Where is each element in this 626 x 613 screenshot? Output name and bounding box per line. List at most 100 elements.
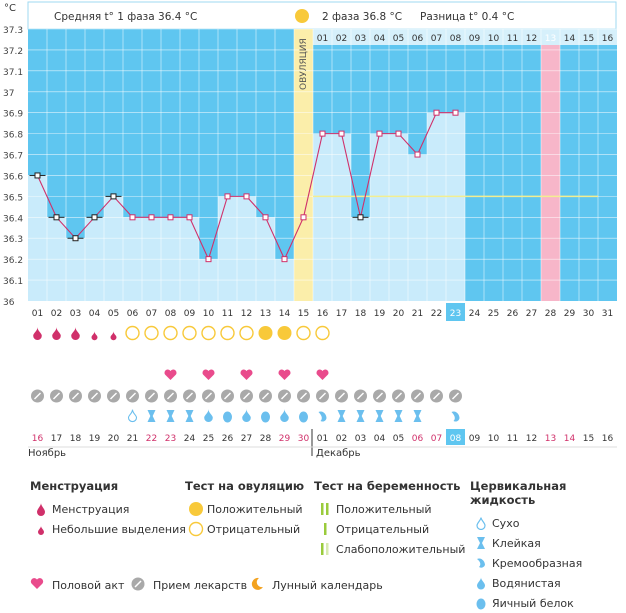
cycle-day-label: 12 [241, 309, 252, 319]
phase2-day-label: 10 [488, 34, 500, 44]
y-tick-label: 36.8 [3, 131, 23, 141]
cycle-day-label: 24 [469, 309, 481, 319]
cycle-day-label: 29 [564, 309, 576, 319]
cycle-day-label: 09 [184, 309, 196, 319]
cycle-day-label: 23 [450, 309, 461, 319]
temperature-point [433, 109, 440, 116]
temperature-point [224, 193, 231, 200]
calendar-date-label: 12 [526, 434, 537, 444]
pill-icon-stripe [395, 392, 402, 400]
cycle-day-label: 26 [507, 309, 519, 319]
calendar-date-label: 09 [469, 434, 481, 444]
cycle-day-label: 13 [260, 309, 271, 319]
watery-drop-icon [280, 409, 289, 423]
creamy-icon [470, 556, 492, 570]
dry-drop-icon [470, 516, 492, 530]
pill-icon-stripe [148, 392, 155, 400]
egg-white-icon [261, 411, 270, 423]
cycle-day-label: 04 [89, 309, 101, 319]
cycle-day-label: 14 [279, 309, 291, 319]
month-label-december: Декабрь [316, 448, 361, 459]
calendar-date-label: 26 [222, 434, 234, 444]
calendar-date-label: 17 [51, 434, 62, 444]
positive-sun-icon [258, 326, 273, 340]
cycle-day-label: 01 [32, 309, 43, 319]
calendar-date-label: 18 [70, 434, 82, 444]
watery-drop-icon [204, 409, 213, 423]
calendar-date-label: 01 [317, 434, 328, 444]
cycle-day-label: 21 [412, 309, 423, 319]
pill-icon-stripe [452, 392, 459, 400]
legend-item-pregnancy-positive: Положительный [336, 502, 432, 516]
sticky-icon [470, 536, 492, 550]
phase2-day-label: 09 [469, 34, 481, 44]
y-tick-label: 36.9 [3, 110, 23, 120]
temperature-point [414, 151, 421, 158]
bbt-chart: °C Средняя t° 1 фаза 36.4 °С 2 фаза 36.8… [3, 1, 617, 459]
y-tick-label: 36.2 [3, 256, 23, 266]
pill-icon-stripe [205, 392, 212, 400]
ovulation-sun-icon [295, 9, 309, 23]
negative-sun-icon [315, 325, 330, 341]
ovulation-label: ОВУЛЯЦИЯ [299, 38, 309, 90]
temperature-bar [237, 196, 256, 301]
calendar-date-label: 29 [279, 434, 291, 444]
y-tick-label: 37.3 [3, 26, 23, 36]
pill-icon-stripe [433, 392, 440, 400]
calendar-date-label: 24 [184, 434, 196, 444]
temperature-point [205, 256, 212, 263]
watery-drop-icon [242, 409, 251, 423]
calendar-date-label: 02 [336, 434, 347, 444]
sticky-icon [147, 410, 156, 422]
cycle-day-label: 20 [393, 309, 405, 319]
negative-sun-icon [220, 325, 235, 341]
temperature-point [110, 193, 117, 200]
legend-item-pregnancy-negative: Отрицательный [336, 522, 430, 536]
temperature-point [338, 130, 345, 137]
pill-icon [131, 577, 145, 594]
temperature-point [376, 130, 383, 137]
calendar-date-label: 21 [127, 434, 138, 444]
negative-sun-icon [144, 325, 159, 341]
negative-sun-icon [185, 521, 207, 537]
cycle-day-label: 05 [108, 309, 119, 319]
sticky-icon [394, 410, 403, 422]
legend-item-watery: Водянистая [492, 576, 561, 590]
negative-sun-icon [182, 325, 197, 341]
pill-icon-stripe [281, 392, 288, 400]
legend-title-menstruation: Менструация [30, 479, 119, 493]
pill-icon-stripe [319, 392, 326, 400]
heart-icon [316, 369, 329, 380]
calendar-date-label: 03 [355, 434, 366, 444]
legend-item-lunar: Лунный календарь [272, 579, 383, 592]
y-tick-label: 36.3 [3, 235, 23, 245]
legend-item-dry: Сухо [492, 516, 520, 530]
watery-drop-icon [470, 576, 492, 590]
spotting-drop-icon [110, 331, 117, 341]
temperature-point [148, 214, 155, 221]
temperature-point [53, 214, 60, 221]
temperature-point [281, 256, 288, 263]
pill-icon-stripe [167, 392, 174, 400]
temperature-point [186, 214, 193, 221]
cycle-day-label: 25 [488, 309, 499, 319]
negative-sun-icon [125, 325, 140, 341]
phase2-average: 2 фаза 36.8 °С [322, 11, 402, 23]
egg-white-icon [299, 411, 308, 423]
temperature-difference: Разница t° 0.4 °С [420, 11, 514, 23]
spotting-drop-icon [91, 331, 98, 341]
cycle-day-label: 15 [298, 309, 309, 319]
heart-icon [30, 577, 44, 593]
creamy-icon [451, 411, 460, 422]
pill-icon-stripe [300, 392, 307, 400]
cycle-day-label: 17 [336, 309, 347, 319]
egg-white-icon [470, 596, 492, 610]
pregnancy-negative-icon [314, 522, 336, 536]
calendar-date-label: 23 [165, 434, 176, 444]
pill-icon-stripe [357, 392, 364, 400]
legend-cervical: Цервикальная жидкость Сухо Клейкая Кремо… [470, 479, 626, 613]
creamy-icon [318, 411, 327, 422]
highlighted-day-band [541, 45, 560, 301]
legend-item-pregnancy-weak: Слабоположительный [336, 542, 466, 556]
calendar-date-label: 20 [108, 434, 120, 444]
